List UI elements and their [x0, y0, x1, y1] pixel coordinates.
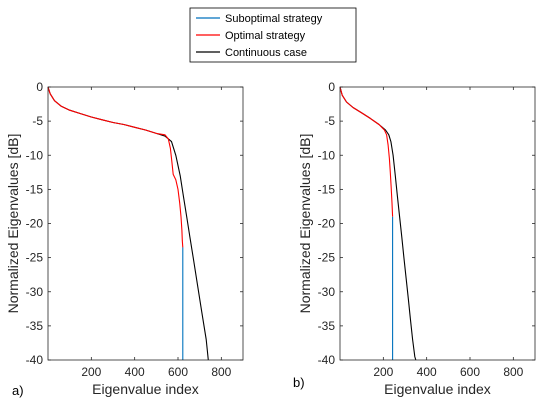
- x-tick-label: 600: [460, 365, 480, 379]
- plot-area: [340, 87, 535, 360]
- y-tick-label: -10: [26, 148, 44, 162]
- x-tick-label: 400: [417, 365, 437, 379]
- plot-area: [48, 87, 243, 360]
- y-tick-label: -10: [318, 148, 336, 162]
- series-line-optimal-strategy: [339, 86, 394, 217]
- x-axis-label: Eigenvalue index: [92, 381, 199, 397]
- x-tick-label: 800: [503, 365, 523, 379]
- series-line-optimal-strategy: [47, 86, 184, 248]
- y-tick-label: -30: [318, 285, 336, 299]
- x-tick-label: 200: [81, 365, 101, 379]
- x-tick-label: 800: [211, 365, 231, 379]
- y-tick-label: -15: [26, 182, 44, 196]
- y-tick-label: -25: [26, 251, 44, 265]
- y-axis-label: Normalized Eigenvalues [dB]: [297, 134, 313, 314]
- y-tick-label: 0: [328, 80, 335, 94]
- y-tick-label: -40: [318, 353, 336, 367]
- legend-entry-label: Suboptimal strategy: [225, 13, 323, 25]
- panel-label: b): [293, 375, 305, 390]
- y-tick-label: -40: [26, 353, 44, 367]
- chart-panel-a: 200 400 600 800 0 -5 -10 -15 -20 -25 -30 -35 -40 Eige…: [5, 80, 244, 398]
- y-tick-label: -5: [324, 114, 335, 128]
- legend-entry-label: Continuous case: [225, 47, 307, 59]
- y-tick-label: -25: [318, 251, 336, 265]
- y-tick-label: -35: [318, 319, 336, 333]
- x-tick-label: 200: [373, 365, 393, 379]
- y-tick-label: -15: [318, 182, 336, 196]
- y-tick-label: -20: [318, 217, 336, 231]
- panel-label: a): [12, 383, 24, 398]
- legend-entry-label: Optimal strategy: [225, 30, 306, 42]
- y-tick-label: 0: [36, 80, 43, 94]
- x-tick-label: 600: [168, 365, 188, 379]
- y-tick-label: -35: [26, 319, 44, 333]
- y-tick-label: -20: [26, 217, 44, 231]
- y-tick-label: -30: [26, 285, 44, 299]
- legend: Suboptimal strategy Optimal strategy Conti…: [189, 7, 357, 63]
- y-axis-label: Normalized Eigenvalues [dB]: [5, 134, 21, 314]
- chart-panel-b: 200 400 600 800 0 -5 -10 -15 -20 -25 -30 -35 -40 Eige…: [293, 80, 536, 397]
- x-tick-label: 400: [125, 365, 145, 379]
- y-tick-label: -5: [32, 114, 43, 128]
- x-axis-label: Eigenvalue index: [384, 381, 491, 397]
